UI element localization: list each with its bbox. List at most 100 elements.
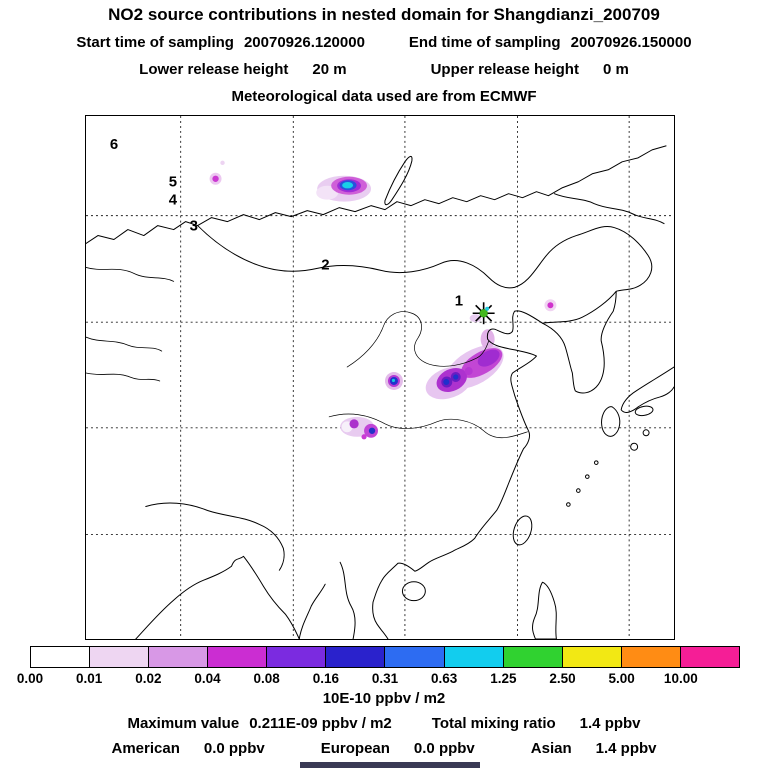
colorbar-segment [31, 647, 90, 667]
upper-height-value: 0 m [602, 61, 629, 78]
lower-height-label: Lower release height [139, 61, 289, 78]
colorbar-segment [325, 647, 385, 667]
colorbar-segment [679, 647, 739, 667]
max-value-label: Maximum value [127, 715, 240, 732]
map-panel: 1 2 3 4 5 6 [85, 115, 675, 640]
yellow-river [346, 311, 489, 368]
lower-height-value: 20 m [312, 61, 347, 78]
hainan [401, 581, 426, 602]
colorbar-ticks: 0.00 0.01 0.02 0.04 0.08 0.16 0.31 0.63 1.25 2.50… [17, 671, 740, 687]
european-group: European 0.0 ppbv [321, 740, 475, 757]
mongolia-border [197, 225, 653, 292]
end-time-label: End time of sampling [408, 34, 561, 51]
colorbar-segments [30, 646, 740, 668]
american-group: American 0.0 ppbv [112, 740, 265, 757]
european-value: 0.0 ppbv [413, 740, 475, 757]
total-mixing-label: Total mixing ratio [431, 715, 556, 732]
colorbar-segment [207, 647, 267, 667]
colorbar-tick-label: 0.31 [371, 671, 399, 686]
central-asia-line [86, 267, 175, 282]
asian-value: 1.4 ppbv [595, 740, 657, 757]
map-svg: 1 2 3 4 5 6 [86, 116, 674, 639]
receptor-marker [472, 302, 495, 325]
amur-line [553, 193, 665, 225]
nest-label-4: 4 [169, 192, 178, 209]
island [630, 442, 639, 451]
cropped-next-figure-strip [300, 762, 480, 768]
concentration-field [209, 160, 557, 440]
start-time-value: 20070926.120000 [243, 34, 365, 51]
contributions-line: American 0.0 ppbv European 0.0 ppbv Asia… [0, 740, 768, 757]
lake-baikal [384, 155, 413, 206]
korea-coast [541, 290, 617, 394]
start-time-label: Start time of sampling [76, 34, 234, 51]
kyushu [601, 406, 621, 437]
summary-line: Maximum value 0.211E-09 ppbv / m2 Total … [0, 715, 768, 732]
ryukyu-island [566, 502, 571, 507]
colorbar-segment [148, 647, 208, 667]
colorbar-segment [561, 647, 621, 667]
asian-label: Asian [530, 740, 572, 757]
map-gridlines [86, 116, 674, 639]
colorbar-segment [266, 647, 326, 667]
honshu-coast [620, 366, 674, 413]
total-mixing-group: Total mixing ratio 1.4 ppbv [432, 715, 641, 732]
colorbar-units-label: 10E-10 ppbv / m2 [322, 690, 446, 707]
start-time-group: Start time of sampling 20070926.120000 [76, 34, 365, 51]
ryukyu-island [576, 488, 581, 493]
release-heights-line: Lower release height 20 m Upper release … [0, 61, 768, 78]
central-asia-line [86, 372, 161, 382]
colorbar-tick-label: 0.04 [194, 671, 221, 686]
china-coast [372, 310, 543, 639]
luzon [532, 581, 557, 639]
indochina-border [298, 583, 326, 639]
met-data-line: Meteorological data used are from ECMWF [231, 88, 537, 105]
colorbar-tick-label: 0.63 [431, 671, 458, 686]
upper-height-label: Upper release height [430, 61, 579, 78]
end-time-group: End time of sampling 20070926.150000 [409, 34, 692, 51]
colorbar-tick-label: 0.08 [253, 671, 280, 686]
colorbar-tick-label: 2.50 [549, 671, 576, 686]
colorbar-tick-label: 0.02 [135, 671, 162, 686]
colorbar-segment [384, 647, 444, 667]
north-border [86, 145, 667, 245]
colorbar-tick-label: 0.01 [76, 671, 103, 686]
max-value-group: Maximum value 0.211E-09 ppbv / m2 [127, 715, 391, 732]
colorbar-segment [502, 647, 562, 667]
nest-label-5: 5 [169, 174, 177, 191]
nest-label-1: 1 [455, 292, 463, 309]
page-title: NO2 source contributions in nested domai… [108, 5, 660, 24]
nest-label-3: 3 [190, 218, 198, 235]
taiwan [512, 515, 533, 546]
ryukyu-island [585, 474, 590, 479]
max-value: 0.211E-09 ppbv / m2 [249, 715, 392, 732]
colorbar-tick-label: 1.25 [490, 671, 517, 686]
colorbar-tick-label: 0.00 [16, 671, 44, 686]
asian-group: Asian 1.4 ppbv [531, 740, 657, 757]
american-value: 0.0 ppbv [203, 740, 265, 757]
colorbar-segment [443, 647, 503, 667]
receptor-green-dot [479, 309, 488, 318]
colorbar-segment [620, 647, 680, 667]
nest-label-2: 2 [321, 256, 329, 273]
colorbar-tick-label: 5.00 [608, 671, 635, 686]
ryukyu-island [593, 460, 599, 465]
american-label: American [111, 740, 180, 757]
colorbar-tick-label: 0.16 [312, 671, 339, 686]
mekong [339, 561, 356, 639]
india-myanmar-coast [135, 555, 300, 639]
island [642, 429, 650, 437]
european-label: European [320, 740, 390, 757]
sampling-times-line: Start time of sampling 20070926.120000 E… [0, 34, 768, 51]
coastlines-borders [86, 145, 674, 639]
upper-height-group: Upper release height 0 m [431, 61, 629, 78]
total-mixing-value: 1.4 ppbv [579, 715, 641, 732]
colorbar-segment [89, 647, 149, 667]
nest-labels: 1 2 3 4 5 6 [110, 136, 463, 309]
end-time-value: 20070926.150000 [570, 34, 692, 51]
lower-height-group: Lower release height 20 m [139, 61, 346, 78]
colorbar-tick-label: 10.00 [663, 671, 698, 686]
receptor-cyan-speck [485, 306, 490, 311]
himalaya-border [145, 502, 285, 571]
